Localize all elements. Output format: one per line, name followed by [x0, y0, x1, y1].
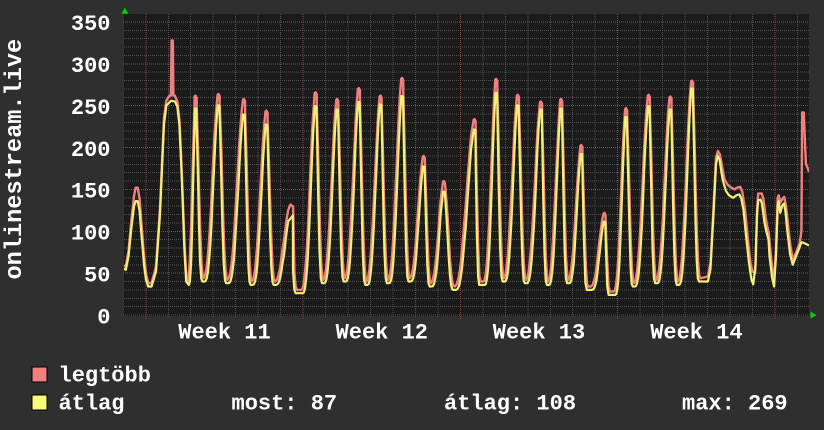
svg-text:max: 269: max: 269: [682, 392, 788, 417]
svg-text:átlag: 108: átlag: 108: [444, 392, 576, 417]
svg-text:200: 200: [71, 138, 111, 163]
svg-text:Week 13: Week 13: [493, 321, 585, 346]
svg-text:Week 11: Week 11: [178, 321, 270, 346]
svg-text:Week 12: Week 12: [336, 321, 428, 346]
svg-text:legtöbb: legtöbb: [59, 364, 151, 389]
svg-text:onlinestream.live: onlinestream.live: [2, 39, 29, 280]
svg-text:150: 150: [71, 180, 111, 205]
svg-text:250: 250: [71, 96, 111, 121]
svg-text:350: 350: [71, 12, 111, 37]
svg-text:0: 0: [97, 305, 110, 330]
svg-text:most: 87: most: 87: [232, 392, 338, 417]
svg-text:50: 50: [84, 263, 110, 288]
svg-text:Week 14: Week 14: [650, 321, 742, 346]
svg-text:300: 300: [71, 54, 111, 79]
svg-text:100: 100: [71, 222, 111, 247]
svg-text:átlag: átlag: [59, 392, 125, 417]
